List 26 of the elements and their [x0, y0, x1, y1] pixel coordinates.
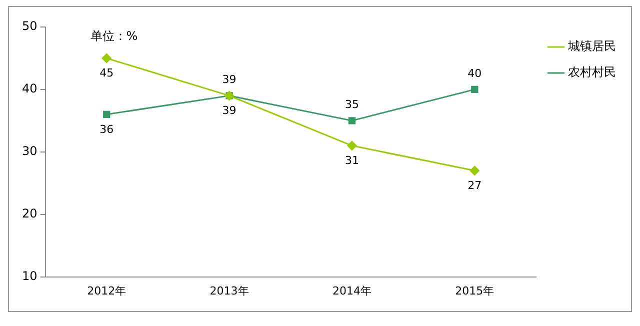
- y-tick-label: 20: [22, 206, 38, 220]
- point: [470, 166, 480, 176]
- legend-label: 农村村民: [568, 65, 616, 80]
- point: [103, 110, 110, 118]
- y-tick-label: 40: [22, 82, 38, 96]
- legend-label: 城镇居民: [567, 39, 616, 54]
- y-tick-label: 10: [22, 268, 38, 283]
- data-label: 40: [468, 66, 482, 80]
- data-label: 39: [222, 73, 236, 86]
- data-label: 39: [222, 104, 236, 118]
- x-tick-label: 2012年: [87, 284, 126, 298]
- point: [347, 140, 357, 150]
- x-tick-label: 2015年: [455, 284, 494, 298]
- annotation: 单位：%: [90, 29, 138, 44]
- data-label: 27: [468, 178, 482, 192]
- data-label: 35: [344, 98, 359, 112]
- point: [102, 53, 112, 63]
- y-tick-label: 30: [22, 144, 38, 158]
- x-tick-label: 2013年: [210, 284, 249, 298]
- x-tick-label: 2014年: [332, 284, 372, 298]
- point: [471, 86, 478, 94]
- data-label: 45: [100, 66, 114, 80]
- point: [348, 117, 356, 124]
- y-tick-label: 50: [22, 19, 38, 34]
- data-label: 36: [100, 122, 114, 136]
- data-label: 31: [344, 154, 359, 168]
